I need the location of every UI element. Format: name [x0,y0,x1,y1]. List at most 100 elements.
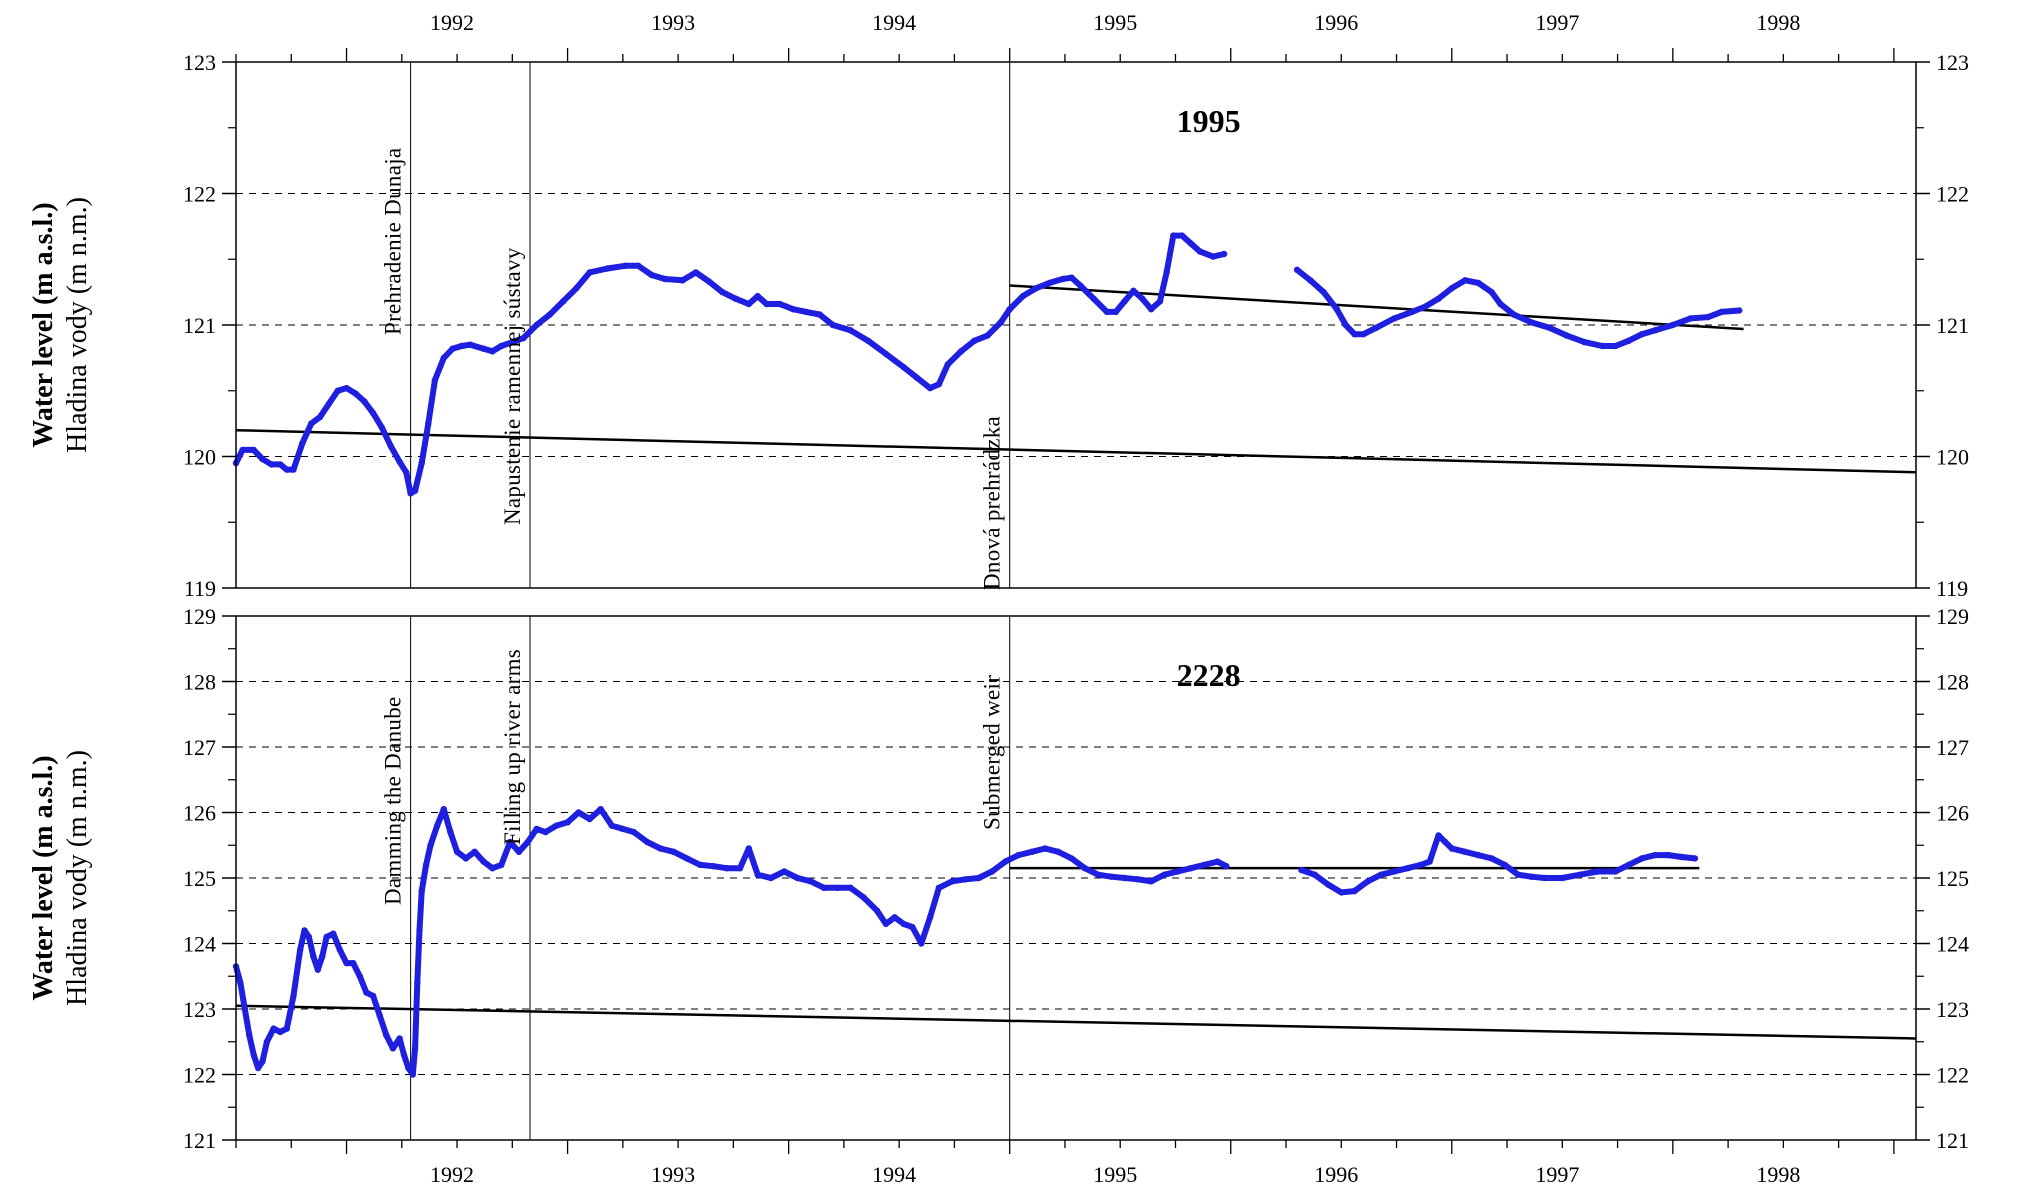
data-point [1563,332,1570,339]
data-point [334,387,341,394]
data-point [679,277,686,284]
data-point [1364,878,1372,885]
data-point [1559,874,1566,882]
event-label-english: Submerged weir [980,675,1005,830]
data-point [1594,868,1601,875]
data-point [509,338,516,346]
data-point [829,321,836,329]
data-point [648,271,655,279]
data-point [301,927,308,934]
panel-2: 121 121 122 122 123 123 124 124 125 125 126 126 127 1… [28,604,1969,1154]
data-point [506,838,514,846]
data-point [1055,848,1062,855]
y-tick-label-left: 120 [183,445,216,470]
data-point [1170,232,1177,239]
data-point [409,1071,416,1078]
data-point [1068,274,1075,281]
data-point [498,861,505,869]
data-point [546,311,554,318]
data-point [1112,308,1120,316]
x-tick-label-top: 1998 [1756,10,1800,35]
y-tick-label-right: 123 [1936,50,1969,75]
data-point [1223,863,1230,870]
data-point [1019,292,1027,300]
data-point [396,1035,403,1042]
data-point [389,1045,397,1052]
data-point [847,327,854,334]
data-point [325,400,332,408]
y-tick-label-right: 127 [1936,735,1969,760]
data-point [268,461,275,468]
data-point [1391,315,1398,322]
data-point [1209,253,1217,260]
data-point [440,806,447,813]
data-point [246,1032,253,1039]
data-point [635,262,642,269]
y-tick-label-left: 119 [184,576,216,601]
data-point [1148,306,1155,313]
data-point [330,930,337,937]
data-point [524,838,531,846]
data-point [299,440,306,447]
data-point [1033,285,1040,292]
y-tick-label-left: 121 [183,313,216,338]
y-tick-label-right: 128 [1936,670,1969,695]
data-point [997,319,1004,326]
data-point [515,848,523,855]
y-tick-label-right: 122 [1936,1063,1969,1088]
data-point [259,455,266,463]
data-point [1103,308,1111,316]
data-point [882,350,890,358]
data-point [873,907,881,914]
data-point [944,361,951,368]
event-label-slovak: Prehradenie Dunaja [381,148,406,335]
data-point [1360,331,1367,338]
data-point [1541,874,1548,882]
data-point [661,275,668,283]
data-point [431,377,439,384]
data-point [1435,832,1442,839]
data-point [290,992,297,1000]
data-point [361,398,368,405]
data-point [1077,282,1084,289]
y-tick-label-left: 126 [183,801,216,826]
data-point [1028,848,1036,855]
data-point [1488,855,1495,862]
data-point [1320,288,1327,296]
data-point [1612,342,1619,350]
data-point [533,321,540,329]
data-point [1174,868,1181,875]
data-point [1121,298,1128,305]
data-point [1652,851,1659,859]
data-point [710,863,717,870]
data-point [1705,313,1712,321]
data-point [683,855,691,862]
data-point [1006,306,1013,313]
y-tick-label-right: 121 [1936,313,1969,338]
x-tick-label-bottom: 1993 [651,1162,695,1187]
data-point [1435,295,1442,302]
x-tick-label-top: 1994 [872,10,916,35]
x-tick-label-bottom: 1995 [1093,1162,1137,1187]
y-tick-label-left: 122 [183,182,216,207]
data-point [305,933,313,941]
y-axis-label-english: Water level (m a.s.l.) [28,755,59,1000]
data-point [984,332,991,339]
data-point [1625,337,1632,344]
y-tick-label-right: 121 [1936,1128,1969,1153]
data-point [723,865,730,872]
data-point [369,409,377,417]
data-point [1214,858,1221,865]
y-tick-label-right: 125 [1936,866,1969,891]
y-tick-label-left: 129 [183,604,216,629]
y-tick-label-right: 129 [1936,604,1969,629]
data-point [736,865,744,872]
data-point [670,848,677,855]
data-point [860,894,867,901]
data-point [1461,277,1469,284]
data-point [586,815,593,823]
data-point [319,953,326,960]
data-point [239,446,246,454]
data-point [1121,874,1128,882]
